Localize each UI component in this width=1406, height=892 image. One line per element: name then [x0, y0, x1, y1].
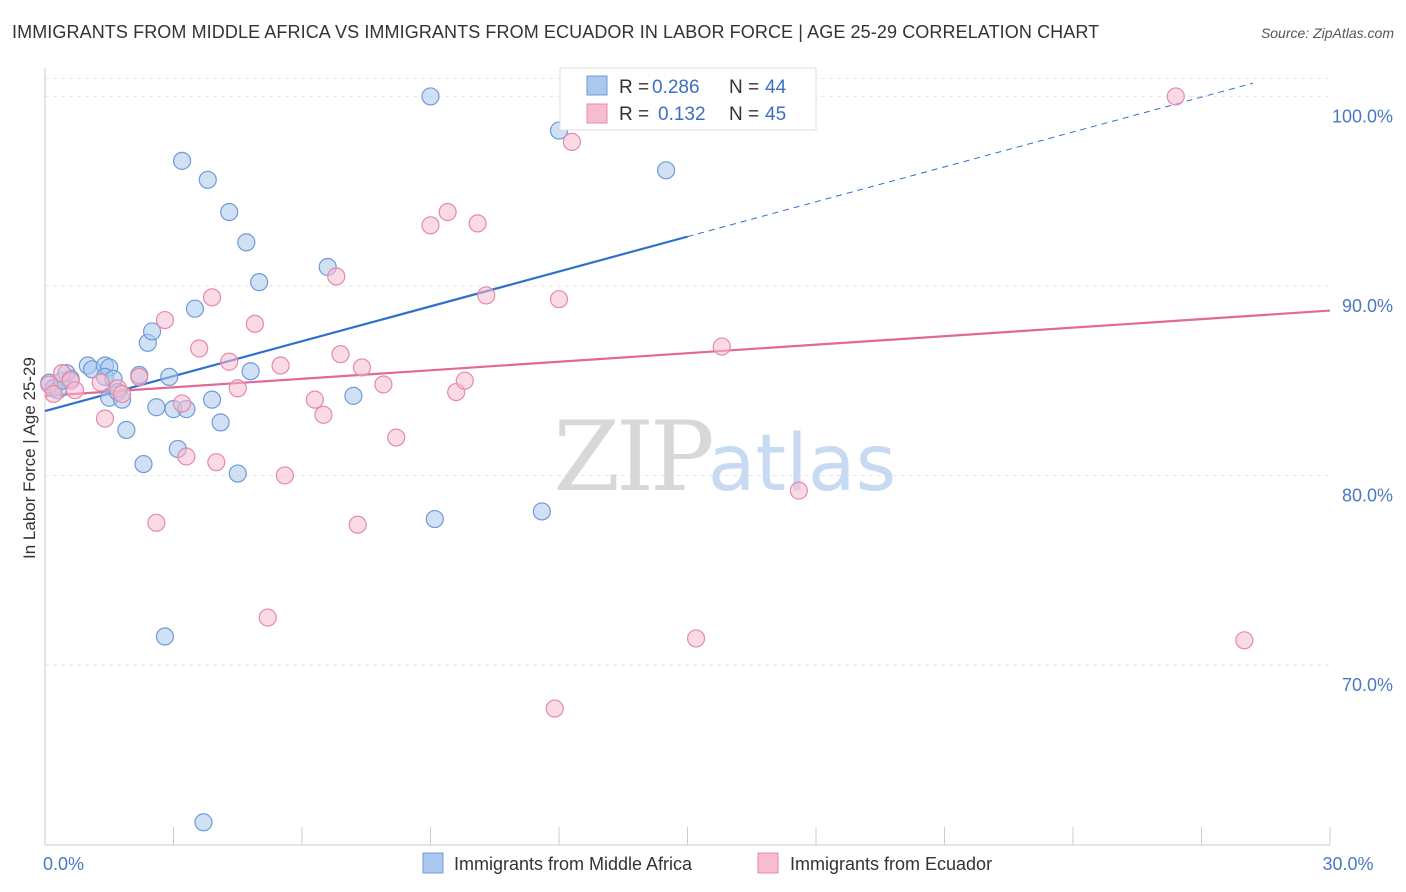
legend-r-value-pink: 0.132 — [658, 104, 706, 125]
bottom-legend-swatch-pink — [757, 852, 779, 874]
point-ecuador — [91, 373, 110, 392]
point-middle-africa — [117, 420, 136, 440]
bottom-legend-swatch-blue — [422, 852, 444, 874]
point-ecuador — [1166, 87, 1185, 106]
trend-line-middle-africa — [44, 235, 688, 413]
point-middle-africa — [155, 627, 175, 646]
point-ecuador — [275, 466, 294, 485]
point-ecuador — [686, 629, 706, 648]
point-middle-africa — [198, 170, 217, 189]
point-ecuador — [348, 515, 367, 534]
legend-swatch-blue — [586, 75, 608, 96]
y-axis-label: In Labor Force | Age 25-29 — [20, 357, 39, 559]
point-middle-africa — [134, 454, 153, 474]
point-middle-africa — [220, 202, 239, 222]
point-middle-africa — [241, 362, 260, 381]
point-middle-africa — [425, 509, 444, 529]
point-middle-africa — [160, 367, 179, 387]
legend-n-value-pink: 45 — [765, 104, 786, 125]
point-ecuador — [549, 290, 569, 309]
point-ecuador — [245, 314, 264, 333]
point-ecuador — [207, 453, 226, 472]
point-ecuador — [331, 345, 350, 364]
point-ecuador — [155, 310, 175, 330]
legend-r-label-pink: R = — [619, 104, 649, 125]
top-legend: R = 0.286 N = 44 R = 0.132 N = 45 — [559, 67, 817, 131]
point-ecuador — [1235, 631, 1254, 650]
y-tick-label: 100.0% — [1332, 106, 1393, 126]
point-ecuador — [202, 288, 222, 307]
bottom-legend-label-pink: Immigrants from Ecuador — [790, 854, 992, 874]
point-middle-africa — [147, 398, 166, 417]
point-ecuador — [387, 428, 406, 447]
y-tick-label: 90.0% — [1342, 296, 1393, 316]
y-tick-label: 80.0% — [1342, 485, 1393, 505]
point-middle-africa — [211, 413, 230, 432]
x-tick-label: 30.0% — [1322, 854, 1373, 874]
point-middle-africa — [142, 322, 162, 341]
point-ecuador — [789, 481, 808, 500]
point-ecuador — [314, 405, 333, 424]
point-ecuador — [305, 390, 324, 409]
point-ecuador — [190, 339, 209, 358]
point-middle-africa — [532, 502, 551, 521]
point-middle-africa — [237, 233, 256, 252]
point-ecuador — [421, 216, 440, 235]
point-ecuador — [468, 214, 487, 233]
chart-source: Source: ZipAtlas.com — [1260, 25, 1394, 41]
point-middle-africa — [172, 151, 192, 170]
point-ecuador — [712, 337, 731, 356]
point-ecuador — [172, 394, 192, 413]
trend-line-ecuador — [44, 309, 1331, 397]
legend-r-label-blue: R = — [619, 77, 649, 98]
point-middle-africa — [656, 161, 676, 180]
point-ecuador — [130, 367, 149, 387]
watermark-zip: ZIP — [553, 401, 712, 513]
point-ecuador — [220, 352, 239, 371]
point-middle-africa — [344, 386, 363, 405]
point-ecuador — [327, 267, 346, 286]
point-ecuador — [112, 384, 132, 404]
point-ecuador — [545, 699, 564, 718]
trend-line-middle-africa-extension — [687, 82, 1254, 238]
point-middle-africa — [228, 464, 247, 483]
point-ecuador — [44, 384, 63, 404]
point-ecuador — [177, 447, 196, 466]
point-ecuador — [258, 608, 277, 627]
legend-n-label-blue: N = — [729, 77, 759, 98]
point-ecuador — [477, 286, 496, 305]
bottom-legend: Immigrants from Middle Africa Immigrants… — [422, 852, 992, 874]
trend-layer — [44, 82, 1331, 413]
point-middle-africa — [250, 273, 269, 292]
point-ecuador — [228, 379, 247, 398]
point-ecuador — [455, 371, 474, 390]
grid-layer — [45, 77, 1330, 666]
point-middle-africa — [185, 299, 205, 318]
bottom-legend-label-blue: Immigrants from Middle Africa — [454, 854, 693, 874]
point-ecuador — [352, 358, 372, 377]
y-tick-label: 70.0% — [1342, 675, 1393, 695]
legend-n-value-blue: 44 — [765, 77, 787, 98]
point-ecuador — [271, 356, 290, 375]
ticks-layer: 70.0% 80.0% 90.0% 100.0% 0.0% 30.0% — [43, 106, 1393, 874]
point-ecuador — [95, 409, 115, 428]
point-middle-africa — [194, 813, 213, 832]
point-ecuador — [374, 375, 393, 394]
chart-title: IMMIGRANTS FROM MIDDLE AFRICA VS IMMIGRA… — [12, 22, 1100, 42]
x-tick-label: 0.0% — [43, 854, 84, 874]
legend-swatch-pink — [586, 103, 608, 124]
points-layer — [40, 87, 1254, 832]
point-middle-africa — [202, 390, 222, 409]
point-ecuador — [147, 513, 166, 532]
point-ecuador — [562, 132, 581, 152]
point-ecuador — [438, 202, 457, 222]
legend-n-label-pink: N = — [729, 104, 759, 125]
watermark: ZIP atlas — [553, 401, 896, 513]
axes-layer — [44, 68, 1331, 846]
point-ecuador — [65, 381, 85, 400]
legend-r-value-blue: 0.286 — [652, 77, 700, 98]
point-middle-africa — [421, 87, 440, 106]
